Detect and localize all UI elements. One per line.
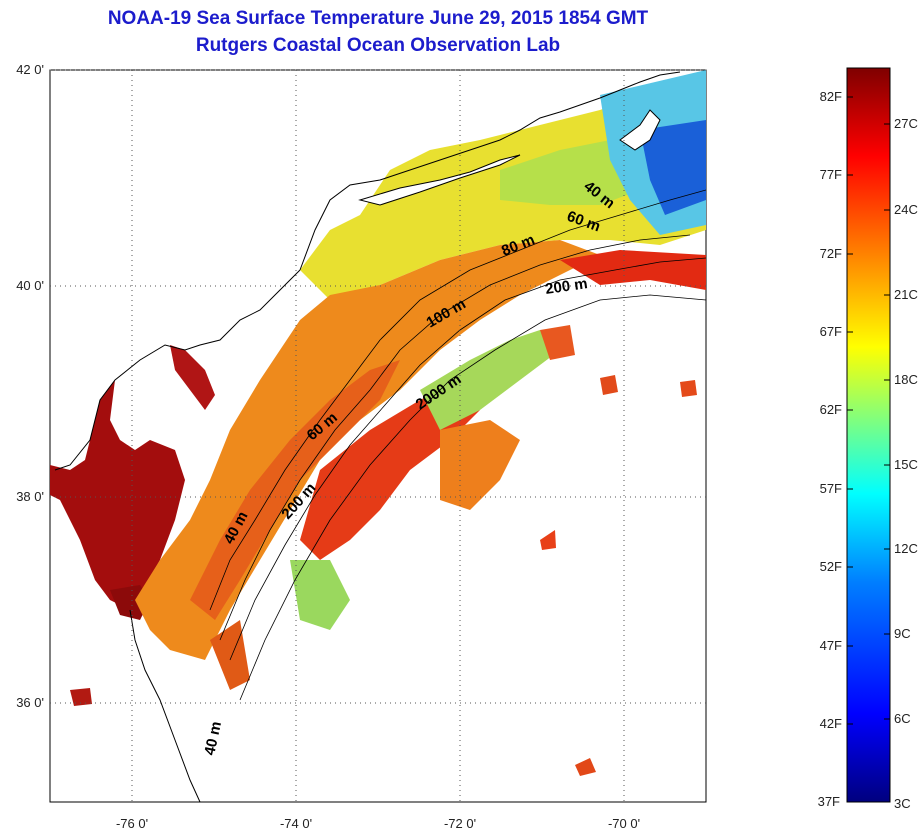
colorbar-f-label: 57F xyxy=(820,481,842,496)
lat-label-42: 42 0' xyxy=(16,62,44,77)
colorbar-c-label: 3C xyxy=(894,796,911,811)
colorbar-ticks-f xyxy=(847,96,853,725)
lat-label-36: 36 0' xyxy=(16,695,44,710)
contour-label: 40 m xyxy=(201,720,225,757)
sst-field xyxy=(50,70,706,802)
colorbar-c-label: 27C xyxy=(894,116,918,131)
colorbar-c-label: 12C xyxy=(894,541,918,556)
colorbar-f-label: 62F xyxy=(820,402,842,417)
sst-offshore-patch-9 xyxy=(540,530,556,550)
colorbar-f-label: 82F xyxy=(820,89,842,104)
colorbar-f-label: 72F xyxy=(820,246,842,261)
lon-label-76: -76 0' xyxy=(116,816,148,831)
graticule xyxy=(50,69,706,802)
contour-label: 200 m xyxy=(544,275,588,298)
coastline-long-island xyxy=(358,154,521,206)
sst-offshore-patch-8 xyxy=(680,380,697,397)
colorbar-f-label: 37F xyxy=(818,794,840,809)
colorbar-f-label: 52F xyxy=(820,559,842,574)
lon-label-72: -72 0' xyxy=(444,816,476,831)
colorbar-c-label: 9C xyxy=(894,626,911,641)
colorbar-f-label: 77F xyxy=(820,167,842,182)
colorbar-c-label: 21C xyxy=(894,287,918,302)
lon-label-70: -70 0' xyxy=(608,816,640,831)
lat-label-40: 40 0' xyxy=(16,278,44,293)
coastline-south xyxy=(129,609,201,802)
sst-offshore-patch-7 xyxy=(600,375,618,395)
colorbar-f-label: 42F xyxy=(820,716,842,731)
sst-offshore-patch-1 xyxy=(300,380,480,560)
map-panel: 42 0' 40 0' 38 0' 36 0' -76 0' -74 0' -7… xyxy=(16,62,707,831)
lat-label-38: 38 0' xyxy=(16,489,44,504)
sst-shelf-deep-orange xyxy=(190,360,400,620)
delaware-bay xyxy=(170,345,215,410)
isobath-lines xyxy=(209,189,706,701)
coastline-southeast xyxy=(54,269,301,471)
chesapeake-bay xyxy=(50,380,185,610)
sst-offshore-patch-11 xyxy=(70,688,92,706)
sst-offshore-patch-10 xyxy=(575,758,596,776)
coastline-cape-cod xyxy=(619,109,661,151)
lon-label-74: -74 0' xyxy=(280,816,312,831)
colorbar-c-label: 18C xyxy=(894,372,918,387)
coastline-north xyxy=(299,71,681,271)
map-subtitle: Rutgers Coastal Ocean Observation Lab xyxy=(195,35,561,56)
colorbar-c-label: 15C xyxy=(894,457,918,472)
colorbar-c-label: 6C xyxy=(894,711,911,726)
sst-gulfstream-red xyxy=(560,250,706,290)
colorbar: 82F 77F 72F 67F 62F 57F 52F 47F 42F 37F … xyxy=(818,67,918,811)
sst-offshore-patch-5 xyxy=(210,620,250,690)
map-title: NOAA-19 Sea Surface Temperature June 29,… xyxy=(107,8,649,29)
colorbar-c-label: 24C xyxy=(894,202,918,217)
sst-offshore-patch-3 xyxy=(440,420,520,510)
colorbar-f-label: 47F xyxy=(820,638,842,653)
colorbar-f-label: 67F xyxy=(820,324,842,339)
sst-offshore-patch-4 xyxy=(290,560,350,630)
colorbar-ticks-c xyxy=(884,123,890,720)
sst-cold-core xyxy=(640,120,706,215)
sst-offshore-patch-6 xyxy=(540,325,575,360)
sst-offshore-patch-2 xyxy=(420,330,560,430)
